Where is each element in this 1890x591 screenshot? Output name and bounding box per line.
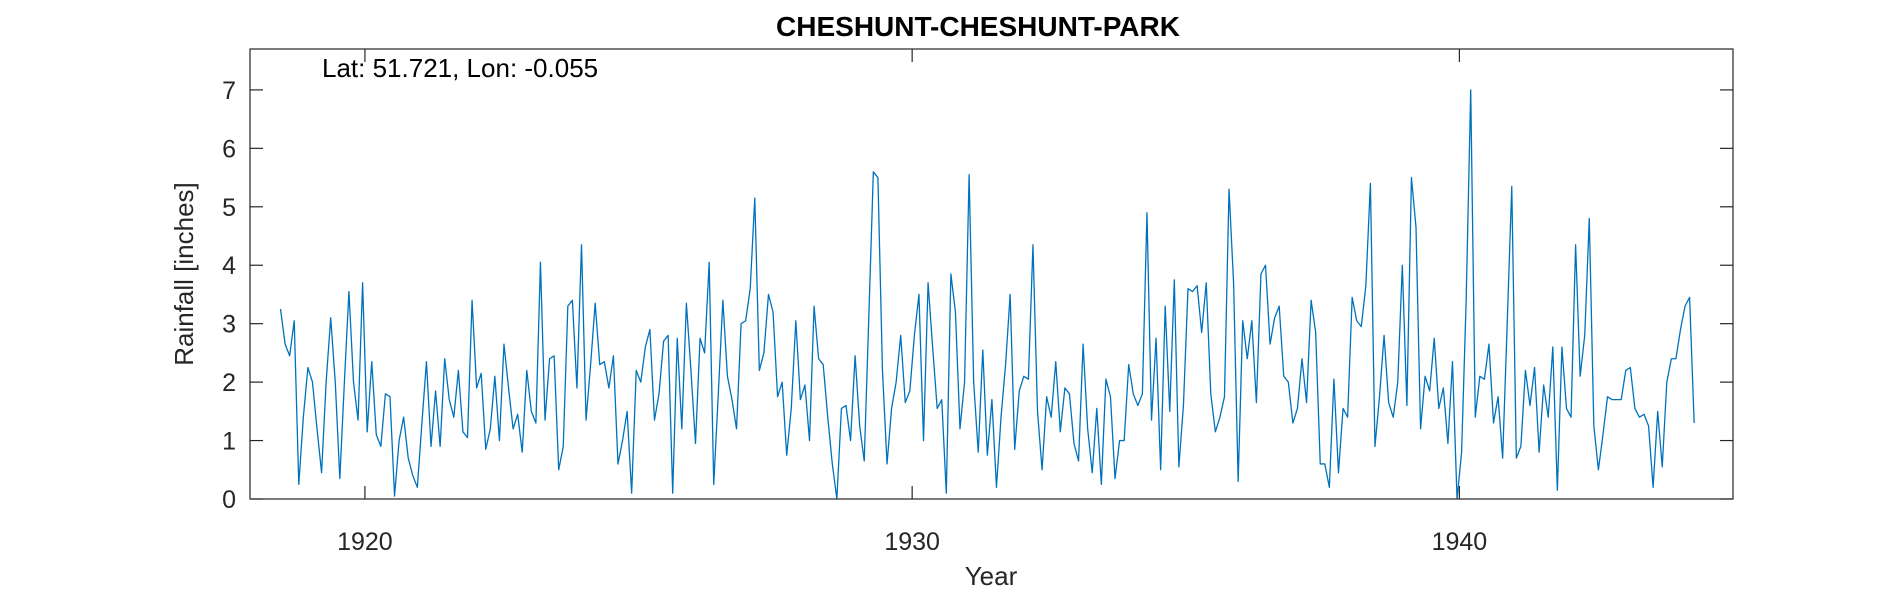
- location-annotation: Lat: 51.721, Lon: -0.055: [322, 53, 598, 83]
- series-line-rainfall: [279, 89, 1695, 500]
- y-tick-label-5: 5: [222, 194, 236, 222]
- axes-box: [249, 48, 1734, 500]
- y-tick-label-1: 1: [222, 428, 236, 456]
- x-tick-label-1930: 1930: [884, 528, 940, 556]
- y-tick-label-7: 7: [222, 77, 236, 105]
- y-tick-label-6: 6: [222, 135, 236, 163]
- y-tick-label-0: 0: [222, 486, 236, 514]
- x-tick-label-1940: 1940: [1432, 528, 1488, 556]
- y-tick-label-2: 2: [222, 369, 236, 397]
- plot-area: [250, 49, 1733, 499]
- tick-labels: 0 1 2 3 4 5 6 7 1920 1930 1940: [222, 77, 1487, 556]
- y-tick-label-4: 4: [222, 252, 236, 280]
- y-axis-label: Rainfall [inches]: [169, 182, 199, 366]
- y-tick-label-3: 3: [222, 311, 236, 339]
- x-tick-label-1920: 1920: [337, 528, 393, 556]
- chart-title: CHESHUNT-CHESHUNT-PARK: [776, 11, 1180, 42]
- axis-ticks: [250, 49, 1733, 500]
- x-axis-label: Year: [965, 561, 1018, 591]
